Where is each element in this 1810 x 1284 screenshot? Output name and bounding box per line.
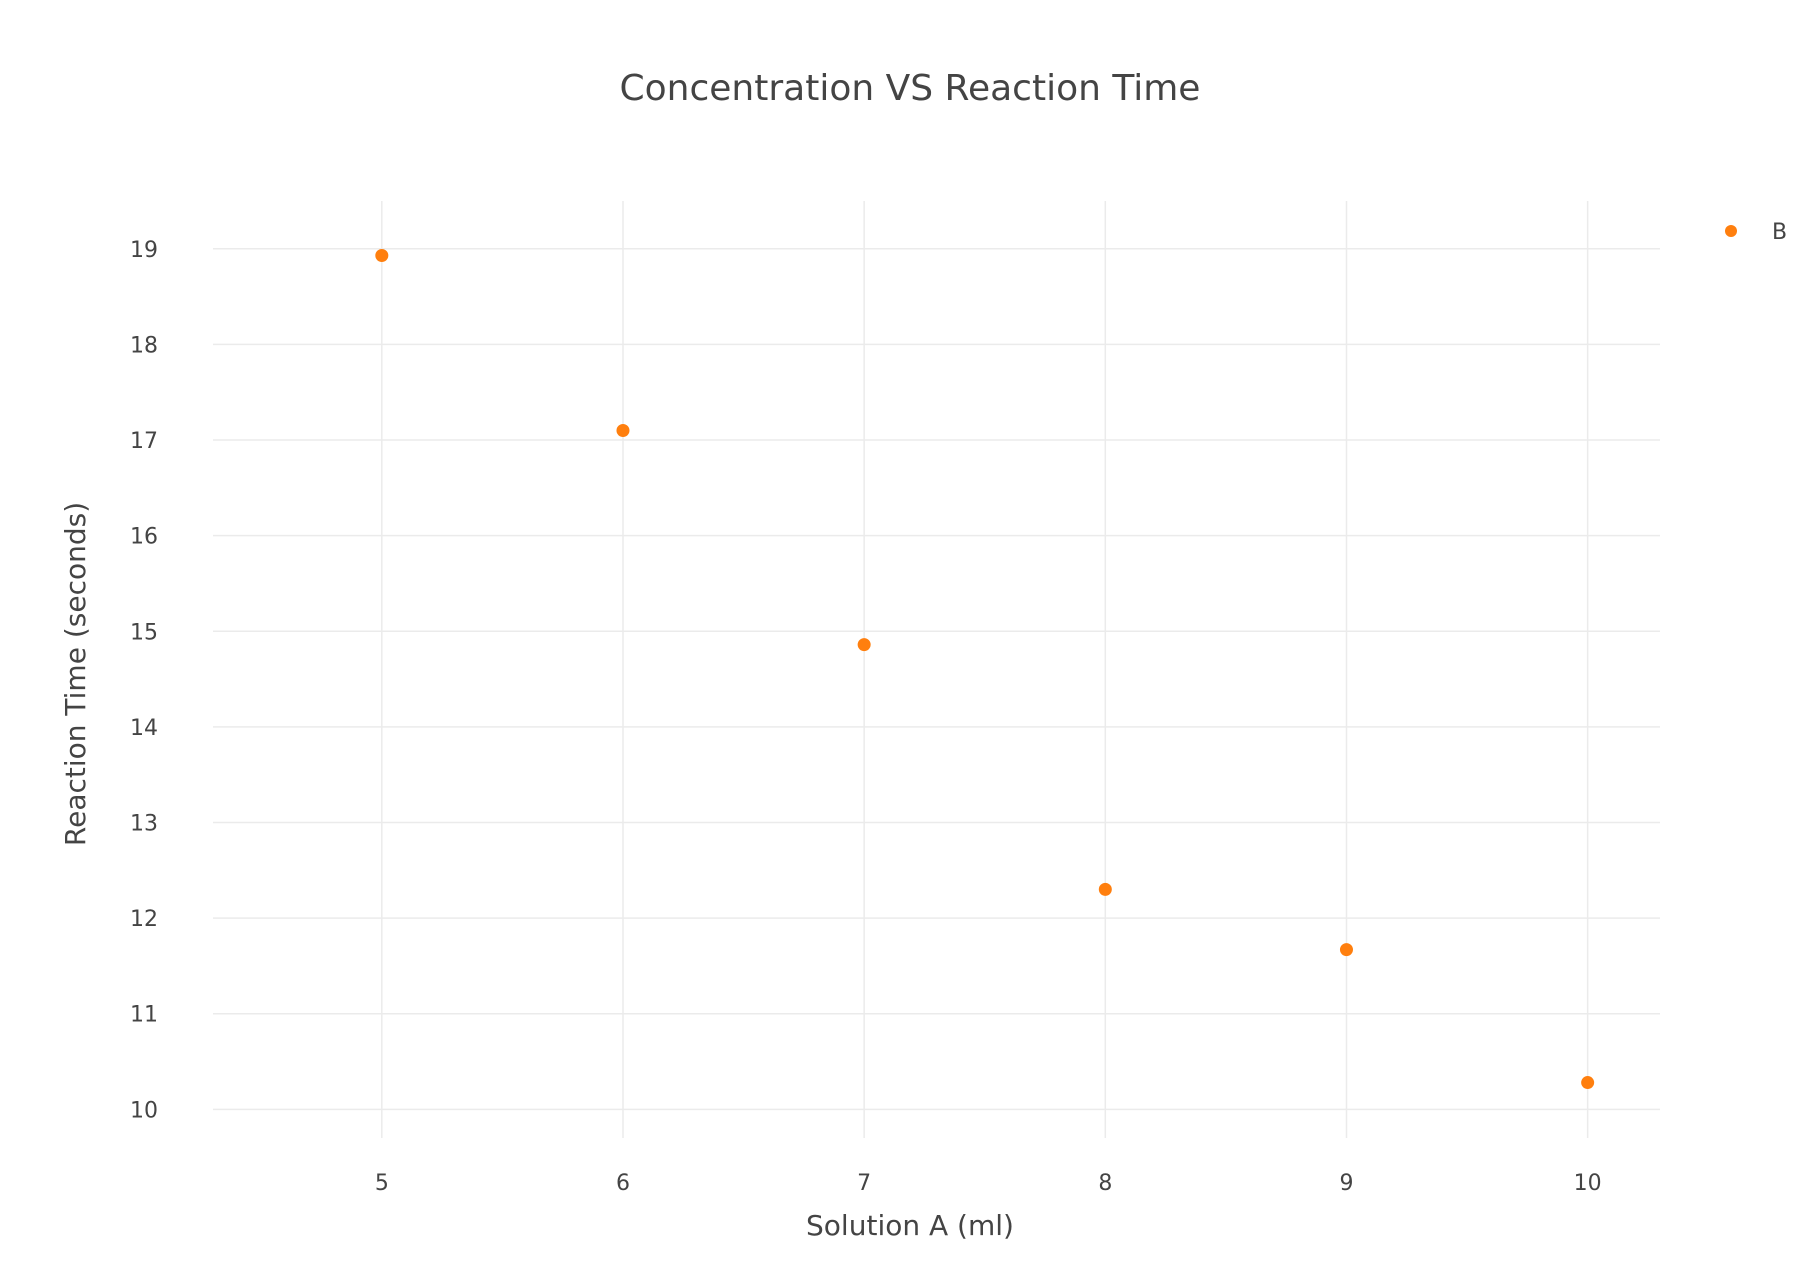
y-tick-label-19: 19 (130, 238, 158, 263)
y-tick-label-17: 17 (130, 429, 158, 454)
x-axis-title: Solution A (ml) (806, 1209, 1014, 1242)
y-tick-label-11: 11 (130, 1003, 158, 1028)
y-tick-label-15: 15 (130, 620, 158, 645)
y-axis-title: Reaction Time (seconds) (59, 502, 92, 846)
legend[interactable]: B (1725, 220, 1787, 245)
y-tick-label-16: 16 (130, 525, 158, 550)
legend-marker-icon (1725, 225, 1737, 237)
data-points (375, 248, 1595, 1090)
x-tick-labels: 5 6 7 8 9 10 (375, 1171, 1602, 1196)
x-tick-label-9: 9 (1339, 1171, 1353, 1196)
y-tick-label-14: 14 (130, 716, 158, 741)
y-tick-label-13: 13 (130, 811, 158, 836)
x-gridlines (381, 201, 1589, 1138)
data-point-0-0[interactable] (375, 248, 389, 262)
x-tick-label-5: 5 (375, 1171, 389, 1196)
y-gridlines (213, 248, 1660, 1111)
y-tick-labels: 10 11 12 13 14 15 16 17 18 19 (130, 238, 158, 1124)
x-tick-label-10: 10 (1574, 1171, 1602, 1196)
y-tick-label-18: 18 (130, 333, 158, 358)
chart-title: Concentration VS Reaction Time (620, 68, 1201, 109)
legend-label-b: B (1772, 220, 1787, 245)
y-tick-label-10: 10 (130, 1098, 158, 1123)
x-tick-label-6: 6 (616, 1171, 630, 1196)
y-tick-label-12: 12 (130, 907, 158, 932)
x-tick-label-8: 8 (1098, 1171, 1112, 1196)
data-point-0-4[interactable] (1339, 943, 1353, 957)
data-point-0-1[interactable] (616, 423, 630, 437)
x-tick-label-7: 7 (857, 1171, 871, 1196)
data-point-0-3[interactable] (1098, 882, 1112, 896)
data-point-0-5[interactable] (1581, 1076, 1595, 1090)
data-point-0-2[interactable] (857, 638, 871, 652)
